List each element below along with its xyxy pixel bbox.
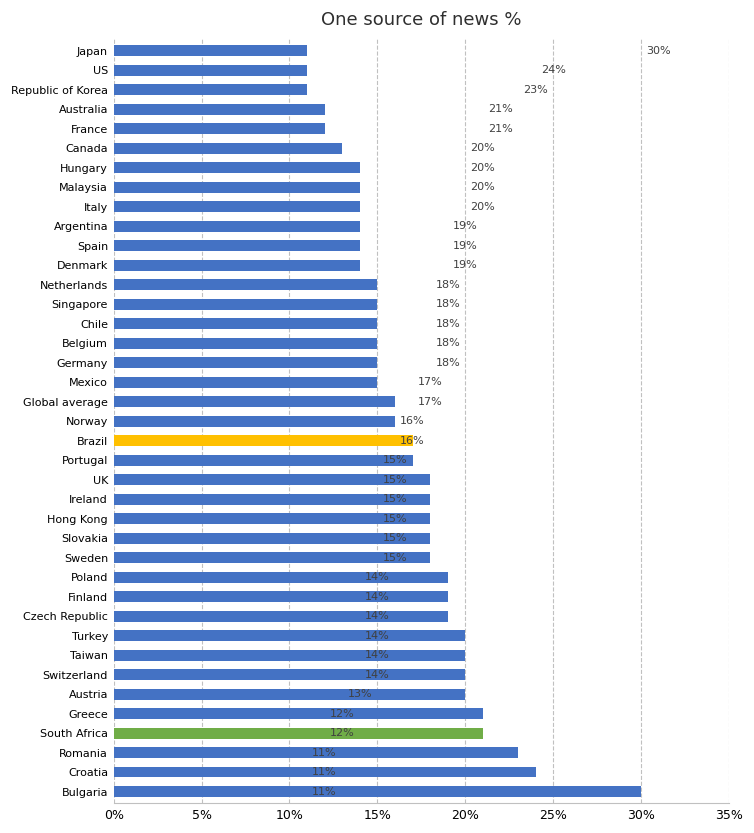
Text: 15%: 15% bbox=[382, 552, 407, 562]
Text: 14%: 14% bbox=[365, 631, 390, 641]
Text: 18%: 18% bbox=[435, 319, 460, 329]
Text: 24%: 24% bbox=[541, 65, 566, 75]
Bar bbox=[114, 162, 360, 173]
Bar bbox=[114, 669, 465, 680]
Bar bbox=[114, 221, 360, 232]
Text: 14%: 14% bbox=[365, 591, 390, 601]
Text: 11%: 11% bbox=[312, 767, 337, 777]
Text: 19%: 19% bbox=[453, 222, 478, 232]
Text: 30%: 30% bbox=[646, 46, 671, 56]
Text: 13%: 13% bbox=[348, 689, 372, 699]
Bar bbox=[114, 299, 377, 310]
Text: 20%: 20% bbox=[470, 202, 495, 212]
Bar bbox=[114, 611, 448, 621]
Bar bbox=[114, 104, 325, 115]
Text: 15%: 15% bbox=[382, 533, 407, 543]
Text: 11%: 11% bbox=[312, 748, 337, 758]
Bar bbox=[114, 631, 465, 641]
Text: 14%: 14% bbox=[365, 650, 390, 660]
Bar bbox=[114, 786, 641, 797]
Bar bbox=[114, 318, 377, 329]
Bar bbox=[114, 279, 377, 290]
Bar bbox=[114, 357, 377, 368]
Text: 14%: 14% bbox=[365, 670, 390, 680]
Text: 15%: 15% bbox=[382, 514, 407, 524]
Bar bbox=[114, 182, 360, 192]
Text: 12%: 12% bbox=[330, 728, 354, 738]
Bar bbox=[114, 65, 307, 76]
Bar bbox=[114, 728, 483, 739]
Text: 18%: 18% bbox=[435, 280, 460, 290]
Bar bbox=[114, 474, 430, 485]
Bar bbox=[114, 689, 465, 700]
Text: 17%: 17% bbox=[418, 377, 443, 387]
Text: 16%: 16% bbox=[400, 416, 425, 426]
Text: 14%: 14% bbox=[365, 572, 390, 582]
Text: 23%: 23% bbox=[523, 85, 548, 95]
Bar bbox=[114, 533, 430, 543]
Bar bbox=[114, 397, 395, 407]
Text: 19%: 19% bbox=[453, 241, 478, 251]
Bar bbox=[114, 416, 395, 426]
Bar bbox=[114, 45, 307, 56]
Bar bbox=[114, 123, 325, 134]
Text: 18%: 18% bbox=[435, 299, 460, 309]
Bar bbox=[114, 338, 377, 348]
Text: 20%: 20% bbox=[470, 182, 495, 192]
Bar bbox=[114, 494, 430, 505]
Bar bbox=[114, 552, 430, 563]
Bar bbox=[114, 260, 360, 271]
Bar bbox=[114, 591, 448, 602]
Bar bbox=[114, 240, 360, 251]
Text: 18%: 18% bbox=[435, 338, 460, 348]
Text: 18%: 18% bbox=[435, 357, 460, 367]
Bar bbox=[114, 708, 483, 719]
Bar bbox=[114, 436, 412, 446]
Text: 21%: 21% bbox=[488, 123, 513, 133]
Text: 19%: 19% bbox=[453, 260, 478, 270]
Bar bbox=[114, 650, 465, 661]
Text: 15%: 15% bbox=[382, 494, 407, 504]
Text: 16%: 16% bbox=[400, 436, 425, 446]
Text: 20%: 20% bbox=[470, 162, 495, 172]
Bar bbox=[114, 377, 377, 387]
Text: 11%: 11% bbox=[312, 786, 337, 796]
Text: 12%: 12% bbox=[330, 709, 354, 719]
Title: One source of news %: One source of news % bbox=[321, 11, 522, 29]
Text: 15%: 15% bbox=[382, 475, 407, 485]
Bar bbox=[114, 455, 412, 466]
Bar bbox=[114, 202, 360, 212]
Text: 20%: 20% bbox=[470, 143, 495, 153]
Bar bbox=[114, 513, 430, 524]
Bar bbox=[114, 766, 535, 777]
Bar bbox=[114, 571, 448, 582]
Bar bbox=[114, 142, 342, 153]
Bar bbox=[114, 747, 518, 758]
Bar bbox=[114, 84, 307, 95]
Text: 14%: 14% bbox=[365, 611, 390, 621]
Text: 15%: 15% bbox=[382, 455, 407, 465]
Text: 21%: 21% bbox=[488, 104, 513, 114]
Text: 17%: 17% bbox=[418, 397, 443, 407]
